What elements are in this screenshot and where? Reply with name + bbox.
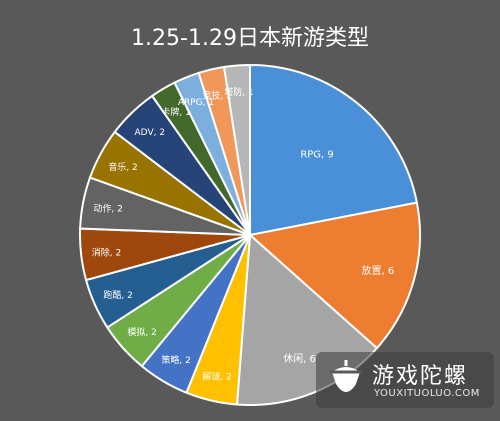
slice-label-跑酷: 跑酷, 2 bbox=[103, 289, 132, 301]
slice-label-动作: 动作, 2 bbox=[93, 202, 122, 214]
slice-label-模拟: 模拟, 2 bbox=[127, 326, 156, 338]
slice-label-消除: 消除, 2 bbox=[92, 247, 121, 259]
watermark-url: YOUXITUOLUO.COM bbox=[374, 388, 480, 399]
slice-label-ARPG: ARPG, 1 bbox=[178, 98, 214, 108]
slice-label-塔防: 塔防, 1 bbox=[224, 86, 253, 98]
pie-slice-RPG bbox=[249, 63, 419, 237]
watermark: 游戏陀螺 YOUXITUOLUO.COM bbox=[316, 352, 494, 408]
slice-label-休闲: 休闲, 6 bbox=[283, 352, 316, 365]
slice-label-ADV: ADV, 2 bbox=[135, 128, 166, 138]
pie-slice-塔防 bbox=[222, 63, 251, 236]
slice-label-RPG: RPG, 9 bbox=[300, 150, 333, 161]
slice-label-解谜: 解谜, 2 bbox=[202, 371, 231, 383]
pie-slice-放置 bbox=[247, 201, 421, 350]
chart-title: 1.25-1.29日本新游类型 bbox=[131, 26, 369, 51]
watermark-name: 游戏陀螺 bbox=[372, 364, 469, 389]
spinning-top-icon bbox=[330, 360, 362, 392]
slice-label-策略: 策略, 2 bbox=[161, 354, 190, 366]
slice-label-竞技: 竞技, 1 bbox=[202, 89, 231, 101]
slice-label-放置: 放置, 6 bbox=[361, 264, 394, 277]
slice-label-卡牌: 卡牌, 1 bbox=[161, 106, 190, 118]
slice-label-音乐: 音乐, 2 bbox=[108, 161, 137, 173]
